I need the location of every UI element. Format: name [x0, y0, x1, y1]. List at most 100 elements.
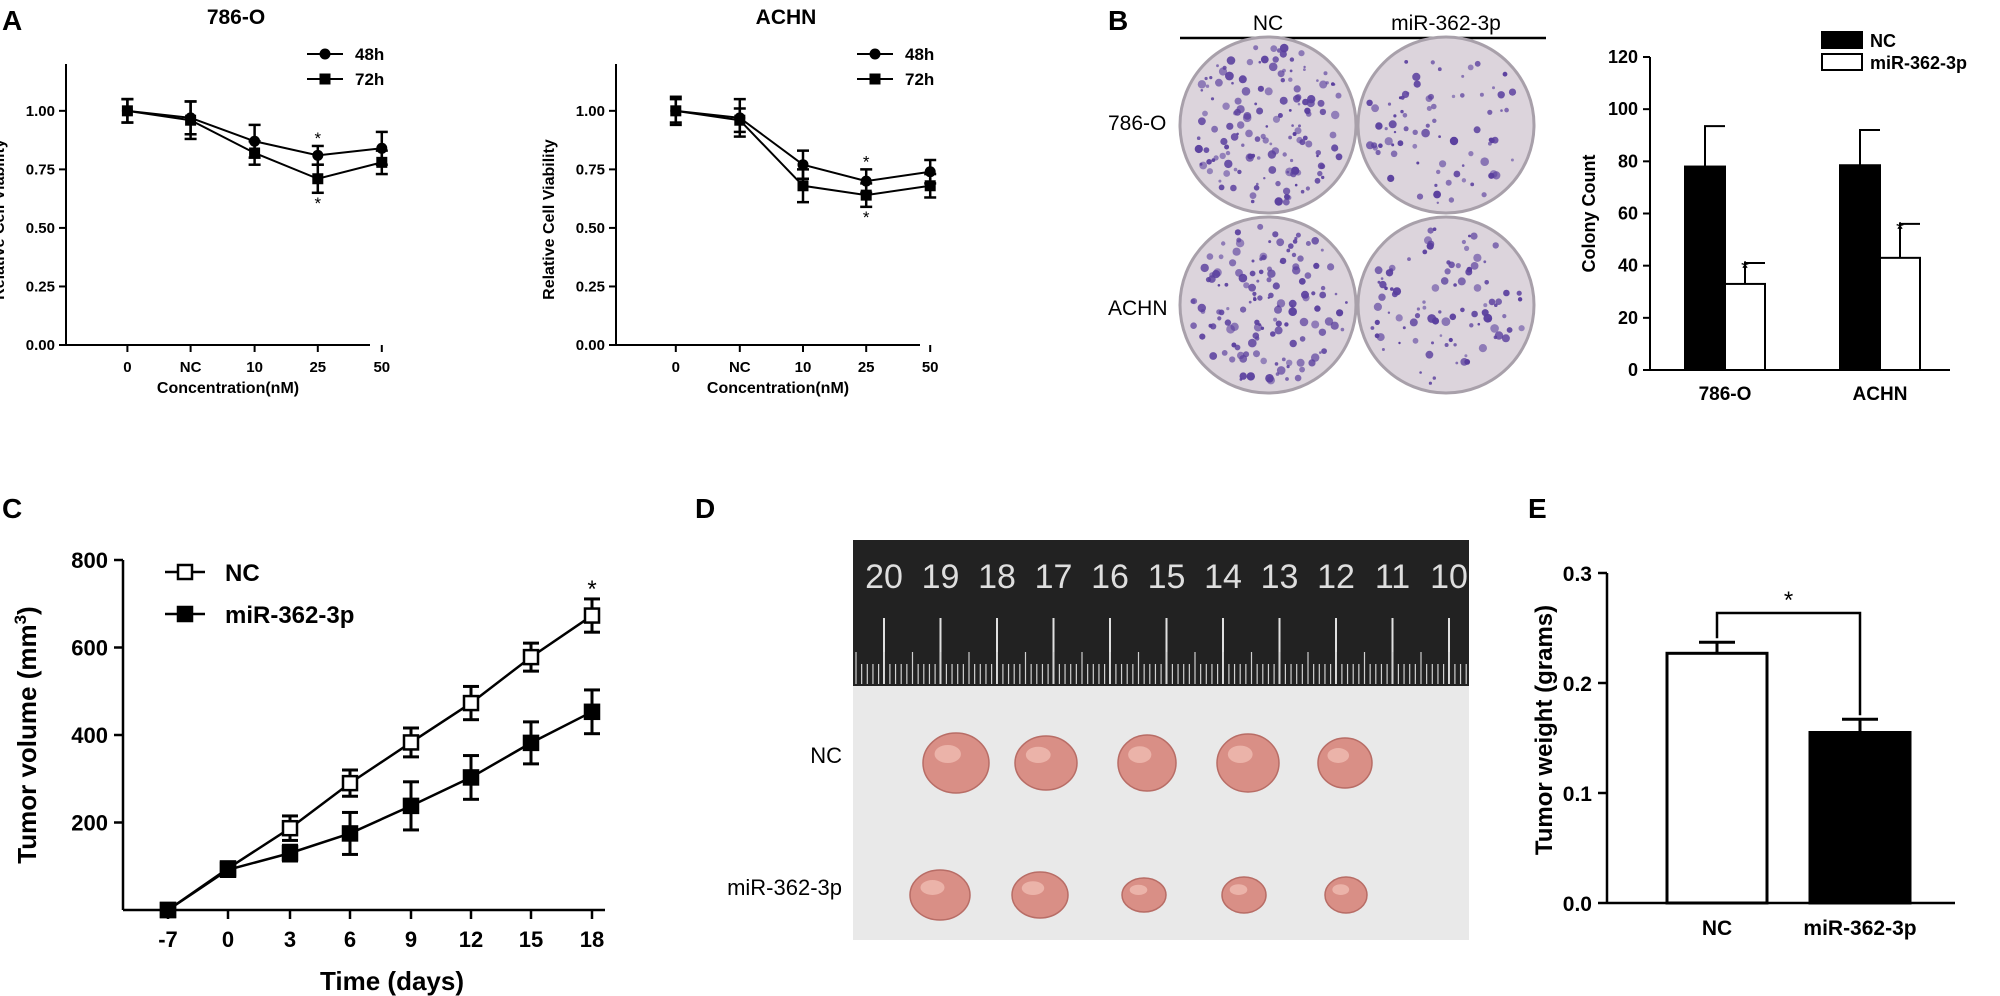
colony: [1219, 152, 1226, 160]
colony: [1340, 327, 1345, 332]
series-line: [167, 710, 593, 912]
colony: [1484, 280, 1489, 285]
colony: [1305, 140, 1313, 148]
colony: [1416, 161, 1420, 165]
colony: [1414, 313, 1421, 319]
legend-label: 48h: [355, 45, 384, 64]
bar: [1879, 256, 1921, 372]
colony: [1199, 333, 1206, 340]
panel-letter-c: C: [2, 493, 22, 524]
x-tick-label: 0: [672, 359, 680, 376]
colony: [1304, 272, 1312, 279]
ruler-number: 18: [978, 558, 1016, 596]
colony: [1407, 257, 1411, 261]
colony: [1502, 71, 1508, 77]
tumor: [1117, 734, 1177, 792]
data-point: [522, 648, 540, 666]
legend-swatch: [1821, 53, 1863, 71]
colony: [1331, 82, 1335, 86]
colony: [1232, 247, 1241, 256]
colony: [1451, 94, 1456, 99]
colony: [1464, 245, 1470, 251]
colony: [1249, 192, 1257, 200]
colony: [1202, 110, 1208, 117]
colony: [1221, 350, 1228, 356]
x-tick-label: NC: [180, 359, 202, 376]
colony: [1508, 88, 1517, 96]
colony: [1258, 269, 1264, 275]
colony: [1494, 331, 1504, 340]
colony: [1316, 79, 1319, 82]
y-tick-label: 0.75: [576, 161, 605, 178]
colony: [1492, 242, 1499, 249]
colony: [1449, 313, 1457, 321]
colony: [1412, 72, 1421, 81]
colony: [1432, 376, 1437, 380]
colony: [1296, 358, 1305, 367]
colony: [1236, 237, 1242, 243]
colony: [1464, 354, 1468, 358]
y-tick-label: 0: [1628, 360, 1638, 380]
colony: [1325, 81, 1329, 85]
colony: [1319, 291, 1327, 299]
y-tick-label: 1.00: [576, 103, 605, 120]
colony: [1266, 277, 1272, 283]
data-point: [249, 147, 261, 159]
data-point: [121, 105, 133, 117]
chart-title: ACHN: [756, 6, 817, 29]
legend-marker: [869, 73, 881, 85]
colony: [1373, 302, 1382, 311]
colony: [1320, 285, 1326, 291]
colony: [1460, 307, 1465, 313]
colony: [1431, 284, 1440, 292]
tumor-highlight: [1227, 745, 1253, 763]
tumor-highlight: [920, 880, 945, 895]
culture-plate: [1356, 215, 1536, 395]
colony: [1290, 158, 1294, 163]
data-point: [312, 173, 324, 185]
tumor-highlight: [1128, 746, 1152, 763]
colony: [1380, 277, 1384, 280]
colony: [1224, 144, 1230, 150]
colony: [1229, 259, 1237, 267]
culture-plate: [1178, 215, 1358, 395]
colony: [1277, 113, 1283, 118]
colony: [1416, 193, 1424, 200]
ruler-number: 19: [922, 558, 960, 596]
x-axis-title: Time (days): [320, 966, 464, 996]
data-point: [312, 149, 324, 161]
colony: [1455, 263, 1461, 269]
colony: [1460, 93, 1465, 98]
colony: [1317, 99, 1325, 107]
colony: [1236, 105, 1245, 114]
data-point: [734, 114, 746, 126]
colony: [1234, 344, 1241, 351]
chart-achn-viability: 0.00 0.25 0.50 0.75 1.00 0 NC 10 25 50 Concentrati…: [541, 6, 939, 397]
data-point: [281, 844, 299, 862]
colony: [1461, 178, 1467, 183]
colony: [1274, 197, 1283, 206]
chart-tumor-volume: 200 400 600 800 -7 0 3 6 9 12 15 18 Time (days) Tumor…: [11, 548, 605, 996]
colony: [1279, 260, 1283, 264]
colony: [1481, 192, 1487, 198]
bar: [1665, 651, 1769, 905]
colony: [1335, 92, 1342, 99]
x-tick-label: 0: [222, 927, 234, 952]
plate-row-label-786o: 786-O: [1108, 112, 1166, 135]
colony: [1390, 287, 1394, 291]
ruler-number: 12: [1317, 558, 1355, 596]
colony: [1279, 96, 1288, 105]
x-tick-label: 25: [309, 359, 326, 376]
colony: [1391, 291, 1398, 298]
colony: [1481, 309, 1489, 317]
culture-plate: [1178, 35, 1358, 215]
colony: [1384, 137, 1393, 146]
colony: [1225, 150, 1231, 156]
colony: [1218, 309, 1225, 316]
colony: [1426, 242, 1434, 250]
legend-swatch: [1821, 31, 1863, 49]
colony: [1461, 239, 1466, 245]
colony: [1262, 137, 1269, 144]
y-tick-label: 0.00: [576, 337, 605, 354]
colony: [1370, 326, 1375, 330]
